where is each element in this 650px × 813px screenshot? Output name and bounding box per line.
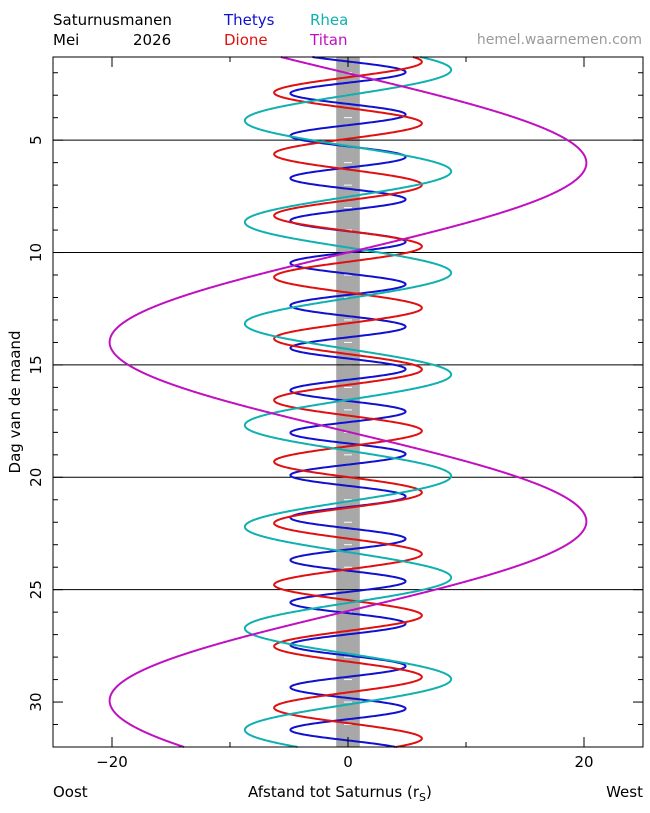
tick-layer: 5 10 15 20 25 30 −20 0 20 — [27, 57, 643, 771]
series-line-titan — [108, 56, 588, 748]
series-line-thetys — [289, 56, 407, 748]
y-tick-label: 20 — [27, 468, 45, 487]
series-line-rhea — [243, 56, 453, 748]
y-tick-label: 30 — [27, 693, 45, 712]
series-layer — [108, 56, 588, 748]
y-tick-label: 15 — [27, 355, 45, 374]
legend-titan: Titan — [310, 31, 348, 49]
legend-dione: Dione — [224, 31, 268, 49]
x-axis-label-subscript: S — [419, 791, 427, 804]
x-axis-label-text: Afstand tot Saturnus (r — [248, 783, 420, 801]
y-tick-label: 25 — [27, 580, 45, 599]
footer-east-label: Oost — [53, 783, 88, 801]
x-tick-label: −20 — [96, 753, 128, 771]
chart-title: Saturnusmanen — [53, 11, 172, 29]
footer-west-label: West — [606, 783, 643, 801]
year-label: 2026 — [133, 31, 172, 49]
y-tick-label: 5 — [27, 135, 45, 145]
gridline-layer — [53, 139, 643, 591]
series-line-dione — [273, 56, 423, 748]
y-axis-label: Dag van de maand — [6, 331, 24, 474]
legend-rhea: Rhea — [310, 11, 349, 29]
x-tick-label: 0 — [343, 753, 353, 771]
y-tick-label: 10 — [27, 243, 45, 262]
footer-x-axis-label: Afstand tot Saturnus (rS) — [248, 783, 432, 807]
site-credit: hemel.waarnemen.com — [476, 32, 642, 48]
x-tick-label: 20 — [574, 753, 593, 771]
month-label: Mei — [53, 31, 80, 49]
legend-thetys: Thetys — [224, 11, 275, 29]
x-axis-label-close: ) — [426, 783, 432, 801]
